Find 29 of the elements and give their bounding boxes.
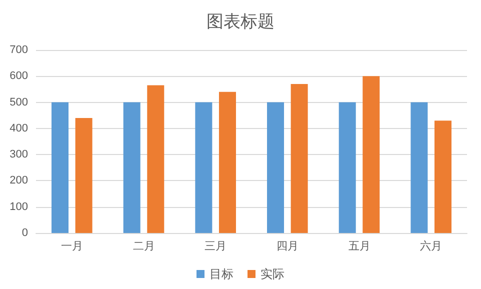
x-tick-label: 一月	[60, 240, 83, 252]
y-tick-label: 700	[10, 44, 28, 56]
bar	[218, 92, 236, 233]
y-tick-label: 500	[10, 96, 28, 108]
bar	[338, 102, 356, 233]
bar	[75, 118, 92, 233]
bar	[434, 120, 452, 233]
y-tick-label: 200	[10, 174, 28, 187]
bar	[147, 85, 164, 233]
y-tick-label: 0	[22, 227, 28, 239]
y-tick-label: 400	[10, 122, 28, 134]
y-tick-label: 600	[10, 70, 28, 82]
bar	[52, 102, 69, 233]
x-tick-label: 五月	[348, 240, 370, 252]
x-tick-label: 二月	[132, 240, 155, 252]
legend-label: 目标	[210, 267, 234, 281]
x-tick-label: 三月	[204, 240, 227, 252]
y-tick-label: 100	[10, 200, 28, 213]
y-tick-label: 300	[10, 148, 28, 161]
x-tick-label: 四月	[276, 240, 298, 252]
x-tick-label: 六月	[420, 240, 442, 252]
bar	[123, 102, 140, 233]
bar	[410, 102, 428, 233]
bar	[195, 102, 212, 233]
bar	[362, 76, 380, 233]
bar	[267, 102, 284, 233]
legend-label: 实际	[260, 267, 284, 281]
chart-title: 图表标题	[206, 12, 274, 31]
bar	[290, 84, 308, 233]
